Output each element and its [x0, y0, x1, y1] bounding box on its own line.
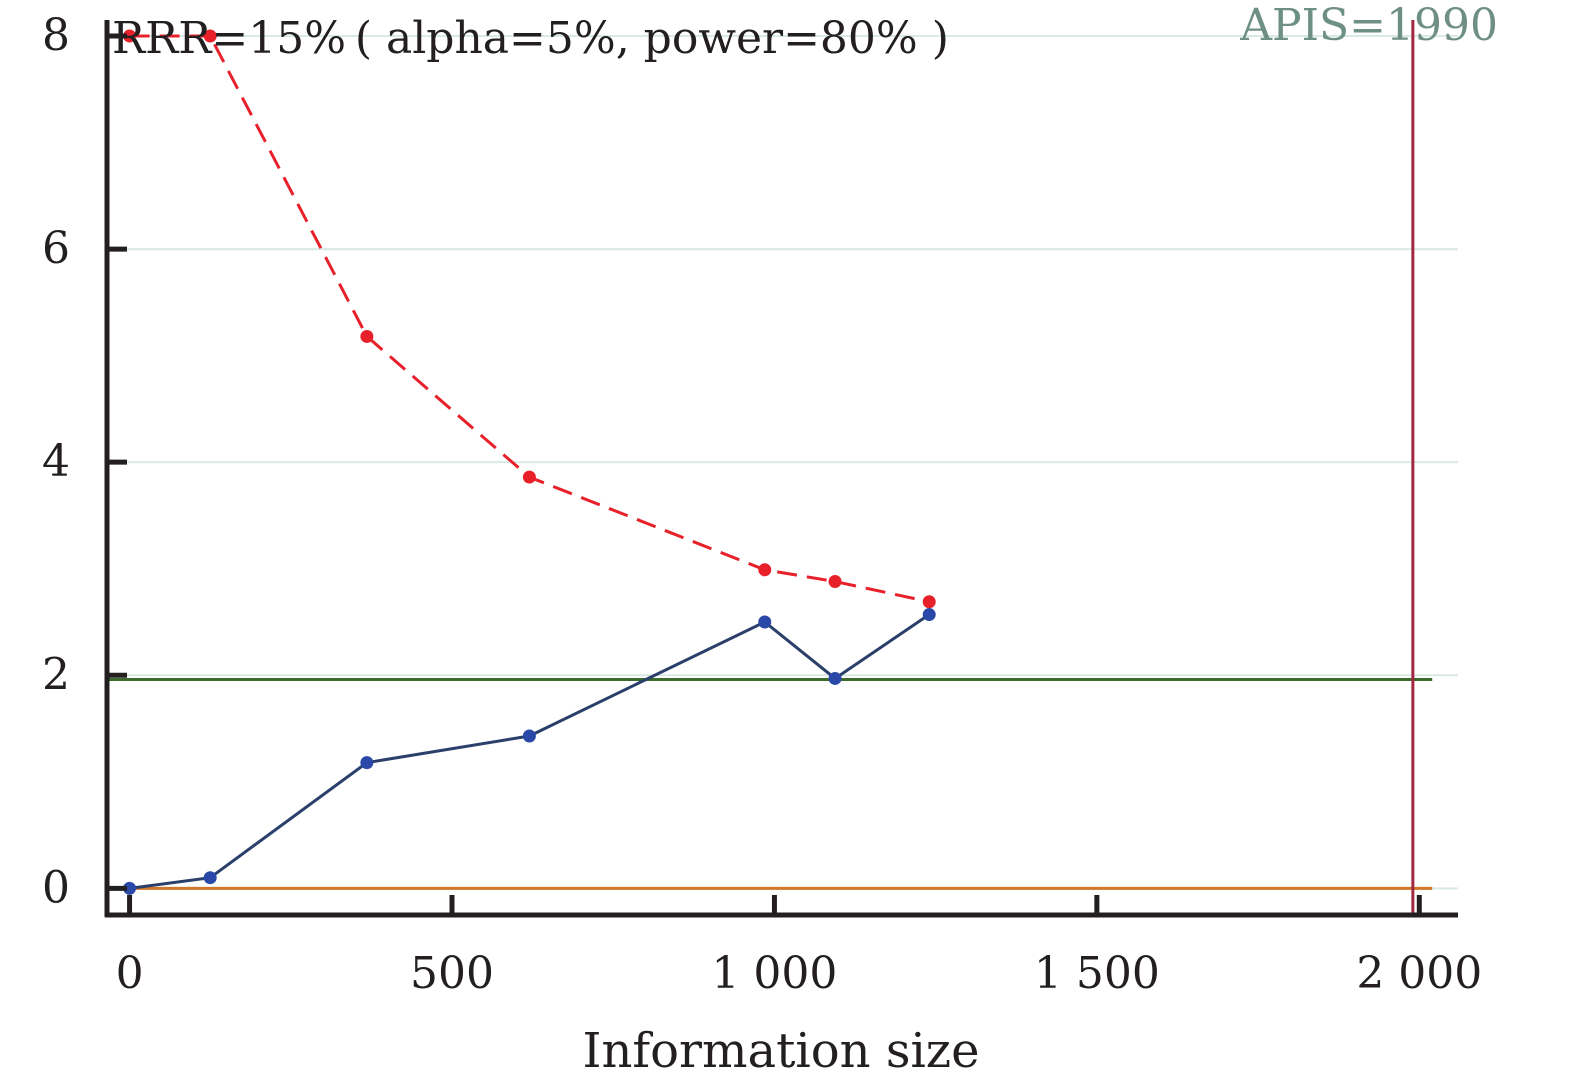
series-0-point-6: [922, 595, 936, 609]
series-0-line: [129, 34, 930, 604]
y-tick-label-1: 2: [42, 649, 70, 700]
series-1-point-6: [922, 608, 936, 622]
x-tick-label-4: 2 000: [1356, 948, 1482, 999]
series-1-point-1: [203, 871, 217, 885]
series-0-point-3: [522, 470, 536, 484]
series-1-point-0: [123, 881, 137, 895]
x-axis-title: Information size: [582, 1023, 979, 1077]
ticks: 0 2 4 6 8 0 500 1 000 1 500 2 000: [42, 10, 1482, 999]
series-0-point-4: [758, 563, 772, 577]
series: [123, 29, 936, 895]
y-tick-label-2: 4: [42, 436, 70, 487]
y-tick-label-0: 0: [42, 862, 70, 913]
y-tick-label-3: 6: [42, 223, 70, 274]
chart-title: RRR=15% ( alpha=5%, power=80% ): [112, 13, 949, 64]
y-tick-label-4: 8: [42, 10, 70, 61]
x-tick-label-1: 500: [410, 948, 494, 999]
series-1-point-4: [758, 615, 772, 629]
series-0-point-0: [123, 29, 137, 43]
x-tick-label-0: 0: [116, 948, 144, 999]
x-tick-label-2: 1 000: [711, 948, 837, 999]
series-0-point-5: [828, 575, 842, 589]
series-0-point-2: [360, 329, 374, 343]
series-1-line: [129, 613, 931, 890]
gridlines: [107, 34, 1458, 890]
series-1-point-2: [360, 756, 374, 770]
reference-lines: [107, 20, 1433, 915]
apis-annotation: APIS=1990: [1239, 0, 1498, 51]
series-1-point-3: [522, 729, 536, 743]
x-tick-label-3: 1 500: [1034, 948, 1160, 999]
series-1-point-5: [828, 671, 842, 685]
axes: [104, 20, 1458, 918]
series-0-point-1: [203, 29, 217, 43]
